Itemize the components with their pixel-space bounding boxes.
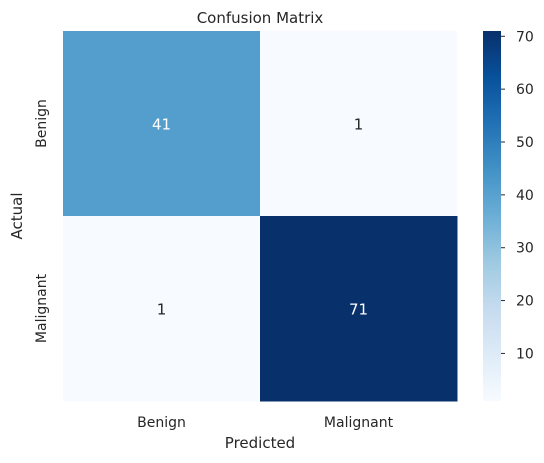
- colorbar-tick-label: 50: [516, 135, 534, 151]
- x-axis-label: Predicted: [225, 434, 295, 452]
- y-tick-labels: Benign Malignant: [34, 99, 50, 343]
- x-tick-label: Malignant: [324, 415, 394, 431]
- colorbar-tick-label: 20: [516, 294, 534, 310]
- y-axis-label: Actual: [8, 193, 26, 240]
- colorbar-tick-label: 10: [516, 346, 534, 362]
- cell-value-label: 41: [152, 116, 171, 134]
- colorbar-tick-label: 30: [516, 241, 534, 257]
- colorbar-tick-label: 60: [516, 82, 534, 98]
- y-tick-label: Benign: [34, 99, 50, 148]
- colorbar-ticks: 10 20 30 40 50 60 70: [501, 29, 534, 362]
- x-tick-label: Benign: [137, 415, 186, 431]
- colorbar-tick-label: 40: [516, 188, 534, 204]
- chart-title: Confusion Matrix: [197, 9, 324, 27]
- x-tick-labels: Benign Malignant: [137, 415, 393, 431]
- cell-value-label: 71: [349, 301, 368, 319]
- cell-value-label: 1: [354, 116, 364, 134]
- y-tick-label: Malignant: [34, 273, 50, 343]
- colorbar-tick-label: 70: [516, 29, 534, 45]
- heatmap-cells: 41 1 1 71: [63, 31, 458, 402]
- colorbar: [483, 31, 501, 401]
- cell-value-label: 1: [157, 301, 167, 319]
